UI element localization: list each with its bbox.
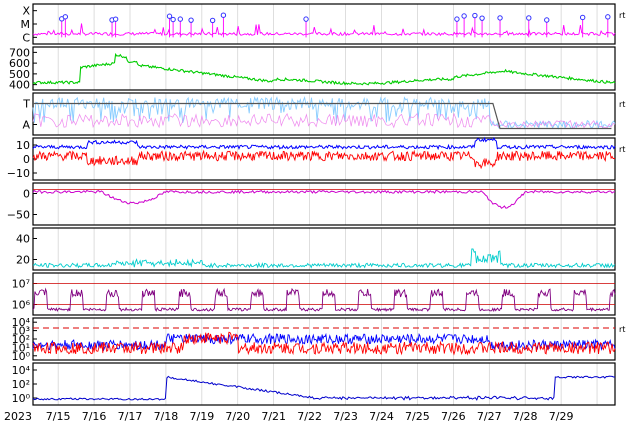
x-tick-label: 7/21 — [261, 410, 286, 423]
y-tick-label: 400 — [9, 79, 30, 92]
flare-marker — [62, 14, 69, 20]
panel-frame — [32, 227, 616, 271]
x-tick-label: 7/20 — [225, 410, 250, 423]
panel-marker: rt — [619, 100, 625, 109]
sector-away-series — [32, 112, 616, 129]
proton-high-energy-line — [32, 332, 616, 352]
panel-marker: rt — [619, 325, 625, 334]
flare-marker — [579, 14, 586, 21]
y-tick-label: C — [22, 31, 30, 44]
panel-electron_flux: 10⁷ 10⁶ — [12, 272, 616, 316]
flare-marker — [209, 17, 216, 24]
x-tick-label: 7/17 — [118, 410, 143, 423]
flare-marker — [303, 16, 309, 22]
panel-group: XMCrt700600500400TArt100−10rt0−50402010⁷… — [7, 3, 626, 406]
flare-marker — [188, 17, 194, 23]
flare-marker — [461, 13, 467, 19]
panel-frame — [32, 92, 616, 136]
x-tick-label: 7/27 — [477, 410, 502, 423]
proton-low-energy-line — [32, 331, 616, 356]
y-tick-label: 10¹ — [12, 341, 30, 354]
x-tick-label: 7/22 — [297, 410, 322, 423]
x-tick-label: 7/23 — [333, 410, 358, 423]
y-tick-label: −10 — [7, 167, 30, 180]
panel-frame — [32, 182, 616, 226]
y-tick-label: 10³ — [12, 325, 30, 338]
flare-marker — [166, 13, 173, 19]
imf-bz-line — [32, 149, 616, 170]
x-tick-label: 7/16 — [82, 410, 107, 423]
flare-marker — [220, 12, 227, 18]
imf-bt-line — [32, 136, 616, 151]
x-tick-label: 7/26 — [441, 410, 466, 423]
flare-marker — [170, 16, 176, 23]
xray-flux-line — [32, 23, 616, 37]
panel-frame — [32, 317, 616, 361]
x-tick-label: 7/24 — [369, 410, 394, 423]
flare-marker — [177, 16, 183, 22]
flare-marker — [454, 16, 460, 22]
flare-marker — [605, 14, 611, 20]
x-tick-label: 7/25 — [405, 410, 430, 423]
panel-frame — [32, 3, 616, 45]
y-tick-label: 600 — [9, 57, 30, 70]
x-tick-labels: 7/15 7/16 7/17 7/18 7/19 7/20 7/21 7/22 7/23 7/24… — [46, 410, 574, 423]
y-tick-label: 0 — [23, 153, 30, 166]
year-label: 2023 — [4, 410, 32, 423]
flare-marker — [479, 15, 485, 21]
panel-ae: 40 20 — [16, 227, 616, 271]
y-tick-label: 10⁶ — [12, 299, 31, 312]
x-tick-label: 7/15 — [46, 410, 71, 423]
flare-marker — [526, 15, 532, 21]
y-tick-label: A — [22, 119, 30, 132]
electron-flux-line — [32, 287, 616, 313]
panel-marker: rt — [619, 145, 625, 154]
y-tick-label: −50 — [7, 209, 30, 222]
y-tick-label: 0 — [23, 188, 30, 201]
y-tick-label: X — [22, 5, 30, 18]
sector-boundary-line — [33, 102, 612, 130]
panel-imf: 100−10 rt — [7, 136, 625, 181]
y-tick-label: 10⁰ — [12, 392, 31, 405]
flare-marker — [497, 15, 503, 21]
neutron-line — [32, 375, 615, 401]
flare-marker — [112, 16, 119, 22]
x-tick-label: 7/28 — [513, 410, 538, 423]
y-tick-label: 10² — [12, 378, 30, 391]
y-tick-label: 40 — [16, 233, 30, 246]
dst-index-line — [32, 189, 616, 209]
flare-marker — [472, 12, 478, 19]
y-tick-label: 500 — [9, 68, 30, 81]
y-tick-label: T — [22, 98, 30, 111]
flare-marker — [544, 17, 550, 23]
x-tick-label: 7/18 — [154, 410, 179, 423]
x-tick-label: 7/19 — [190, 410, 215, 423]
y-tick-label: 10² — [12, 333, 30, 346]
x-tick-label: 7/29 — [549, 410, 574, 423]
y-tick-label: 20 — [16, 254, 30, 267]
ae-index-line — [32, 248, 616, 269]
y-tick-label: 10⁷ — [12, 278, 30, 291]
panel-frame — [32, 46, 616, 91]
y-tick-label: 700 — [9, 46, 30, 59]
y-tick-label: 10⁴ — [12, 316, 31, 329]
y-tick-label: 10⁴ — [12, 364, 31, 377]
panel-marker: rt — [619, 11, 625, 20]
panel-dst: 0 −50 — [7, 182, 616, 226]
solar-wind-speed-line — [32, 52, 616, 86]
y-tick-label: 10⁰ — [12, 350, 31, 363]
y-tick-label: M — [21, 18, 31, 31]
y-tick-label: 10 — [16, 139, 30, 152]
